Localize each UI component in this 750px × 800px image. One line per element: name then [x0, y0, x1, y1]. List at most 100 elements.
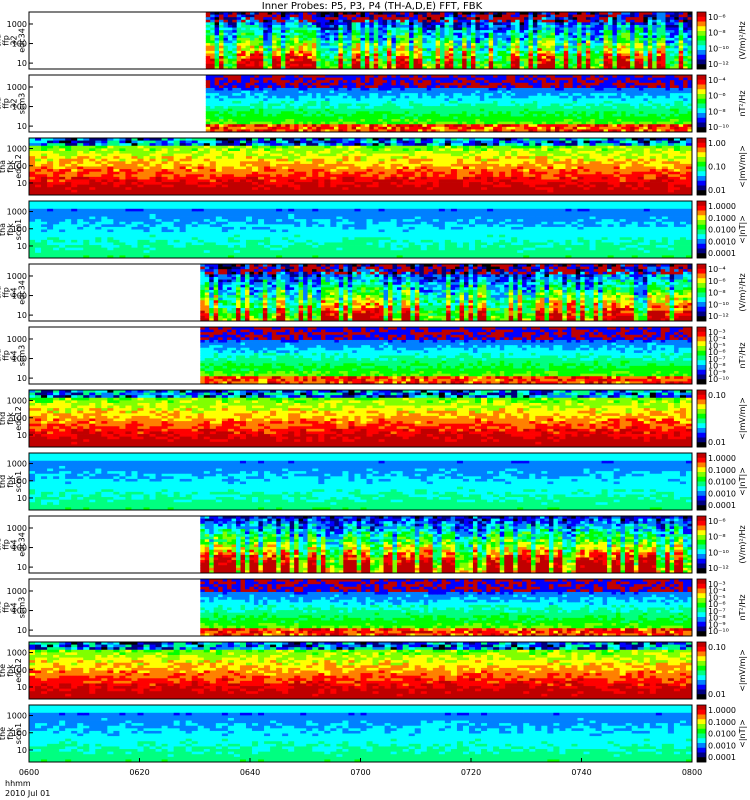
heatmap-cell [400, 119, 406, 123]
heatmap-cell [550, 43, 556, 47]
heatmap-cell [210, 77, 216, 81]
heatmap-cell [656, 19, 662, 23]
heatmap-cell [594, 14, 600, 18]
heatmap-cell [391, 53, 397, 57]
heatmap-cell [519, 53, 525, 57]
heatmap-cell [47, 148, 54, 152]
heatmap-cell [506, 50, 512, 54]
heatmap-cell [621, 126, 627, 130]
heatmap-cell [395, 53, 401, 57]
heatmap-cell [541, 85, 547, 89]
heatmap-cell [307, 22, 313, 26]
colorbar-tick-label: 10⁻⁸ [708, 107, 726, 116]
heatmap-cell [378, 35, 383, 39]
heatmap-cell [616, 61, 622, 65]
heatmap-cell [417, 19, 423, 23]
heatmap-cell [559, 30, 565, 34]
heatmap-cell [223, 50, 229, 54]
heatmap-cell [391, 116, 397, 120]
heatmap-cell [519, 113, 525, 117]
heatmap-cell [506, 129, 512, 133]
heatmap-cell [563, 85, 569, 89]
heatmap-cell [303, 129, 308, 133]
heatmap-cell [241, 116, 246, 120]
heatmap-cell [453, 93, 459, 97]
heatmap-cell [599, 106, 604, 110]
heatmap-cell [400, 108, 406, 112]
heatmap-cell [413, 119, 419, 123]
heatmap-cell [272, 35, 277, 39]
heatmap-cell [422, 98, 428, 102]
heatmap-cell [603, 126, 609, 130]
heatmap-cell [369, 17, 375, 21]
heatmap-cell [665, 37, 671, 41]
heatmap-cell [678, 80, 684, 84]
heatmap-cell [378, 22, 383, 26]
heatmap-cell [382, 45, 388, 49]
heatmap-cell [638, 119, 644, 123]
heatmap-cell [497, 27, 503, 31]
heatmap-cell [448, 119, 454, 123]
heatmap-cell [501, 126, 507, 130]
heatmap-cell [219, 14, 224, 18]
heatmap-cell [524, 80, 529, 84]
heatmap-cell [426, 77, 432, 81]
heatmap-cell [232, 14, 238, 18]
heatmap-cell [652, 111, 658, 115]
heatmap-cell [559, 43, 565, 47]
heatmap-cell [462, 129, 467, 133]
heatmap-cell [214, 37, 220, 41]
heatmap-cell [546, 126, 551, 130]
heatmap-cell [285, 30, 291, 34]
heatmap-cell [382, 56, 388, 60]
heatmap-cell [661, 126, 666, 130]
heatmap-cell [647, 98, 653, 102]
heatmap-cell [661, 48, 666, 52]
heatmap-cell [303, 106, 308, 110]
heatmap-cell [669, 19, 675, 23]
heatmap-cell [453, 126, 459, 130]
heatmap-cell [223, 45, 229, 49]
heatmap-cell [519, 100, 525, 104]
heatmap-cell [546, 19, 551, 23]
heatmap-cell [356, 98, 361, 102]
heatmap-cell [307, 56, 313, 60]
heatmap-cell [351, 126, 357, 130]
heatmap-cell [444, 24, 450, 28]
heatmap-cell [241, 12, 246, 15]
heatmap-cell [373, 95, 379, 99]
heatmap-cell [210, 121, 216, 125]
heatmap-cell [395, 66, 401, 70]
heatmap-cell [532, 37, 538, 41]
heatmap-cell [333, 14, 339, 18]
heatmap-cell [360, 48, 366, 52]
heatmap-cell [316, 35, 322, 39]
heatmap-cell [41, 161, 48, 165]
heatmap-cell [541, 63, 547, 67]
heatmap-cell [303, 75, 308, 78]
heatmap-cell [444, 85, 450, 89]
heatmap-cell [373, 30, 379, 34]
heatmap-cell [608, 80, 613, 84]
colorbar-segment [697, 31, 706, 37]
heatmap-cell [382, 129, 388, 133]
heatmap-cell [572, 119, 578, 123]
heatmap-cell [603, 63, 609, 67]
heatmap-cell [329, 82, 335, 86]
heatmap-cell [568, 121, 574, 125]
heatmap-cell [594, 129, 600, 133]
panel-label-line: tha [0, 34, 3, 47]
heatmap-cell [537, 12, 543, 15]
heatmap-cell [272, 53, 277, 57]
heatmap-cell [267, 85, 273, 89]
heatmap-cell [320, 129, 326, 133]
heatmap-cell [250, 77, 255, 81]
heatmap-cell [41, 187, 48, 191]
heatmap-cell [232, 90, 238, 94]
heatmap-cell [550, 24, 556, 28]
heatmap-cell [488, 119, 494, 123]
heatmap-cell [479, 93, 485, 97]
heatmap-cell [364, 87, 370, 91]
heatmap-cell [683, 66, 688, 70]
